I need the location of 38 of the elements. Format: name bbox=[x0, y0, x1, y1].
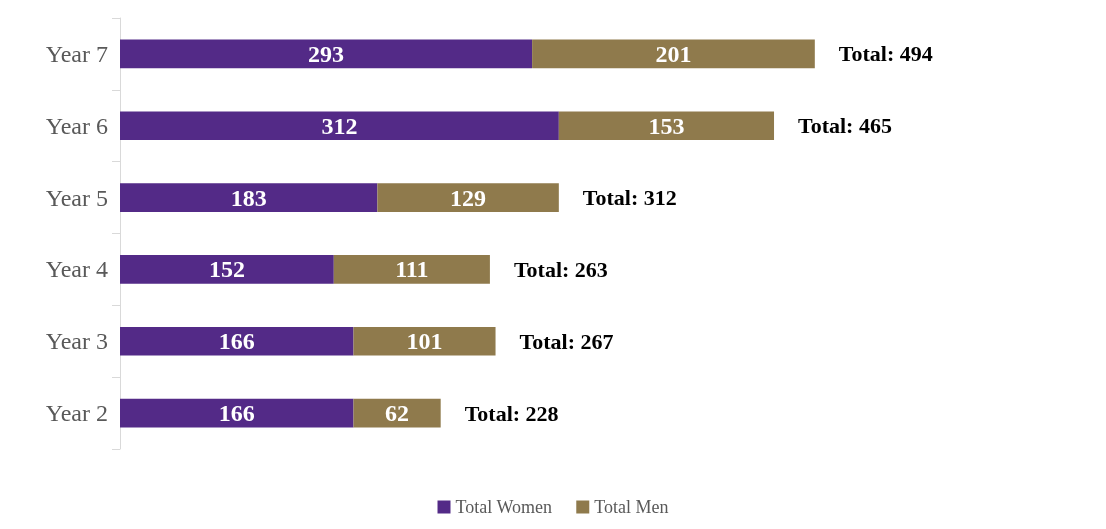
data-label: 129 bbox=[450, 184, 487, 211]
data-label: 62 bbox=[385, 400, 410, 427]
total-label: Total: 465 bbox=[798, 113, 892, 139]
legend-label: Total Men bbox=[594, 497, 669, 517]
data-label: 111 bbox=[395, 256, 429, 283]
data-label: 152 bbox=[208, 256, 245, 283]
total-label: Total: 228 bbox=[464, 400, 559, 426]
data-label: 166 bbox=[218, 328, 255, 355]
bar bbox=[120, 398, 354, 428]
y-tick-label: Year 7 bbox=[45, 40, 108, 67]
bar bbox=[353, 398, 441, 428]
bar bbox=[333, 255, 490, 284]
data-label: 166 bbox=[218, 400, 255, 427]
bar bbox=[120, 111, 559, 141]
y-tick-label: Year 6 bbox=[45, 112, 108, 139]
data-label: 293 bbox=[308, 40, 345, 67]
total-label: Total: 263 bbox=[513, 256, 608, 282]
bar bbox=[120, 39, 533, 69]
bar bbox=[377, 183, 559, 212]
data-label: 183 bbox=[230, 184, 267, 211]
y-tick-label: Year 2 bbox=[45, 400, 108, 427]
bar bbox=[353, 326, 496, 356]
bar bbox=[120, 183, 378, 212]
bar bbox=[532, 39, 815, 69]
bar bbox=[120, 326, 354, 356]
total-label: Total: 312 bbox=[582, 185, 677, 211]
data-label: 201 bbox=[655, 40, 692, 67]
data-label: 101 bbox=[406, 328, 443, 355]
bar bbox=[120, 255, 334, 284]
total-label: Total: 494 bbox=[838, 41, 933, 67]
total-label: Total: 267 bbox=[519, 328, 614, 354]
y-tick-label: Year 4 bbox=[45, 256, 108, 283]
legend-label: Total Women bbox=[455, 497, 552, 517]
bar bbox=[558, 111, 775, 141]
data-label: 312 bbox=[321, 112, 358, 139]
y-tick-label: Year 5 bbox=[45, 184, 108, 211]
y-tick-label: Year 3 bbox=[45, 328, 108, 355]
data-label: 153 bbox=[648, 112, 685, 139]
